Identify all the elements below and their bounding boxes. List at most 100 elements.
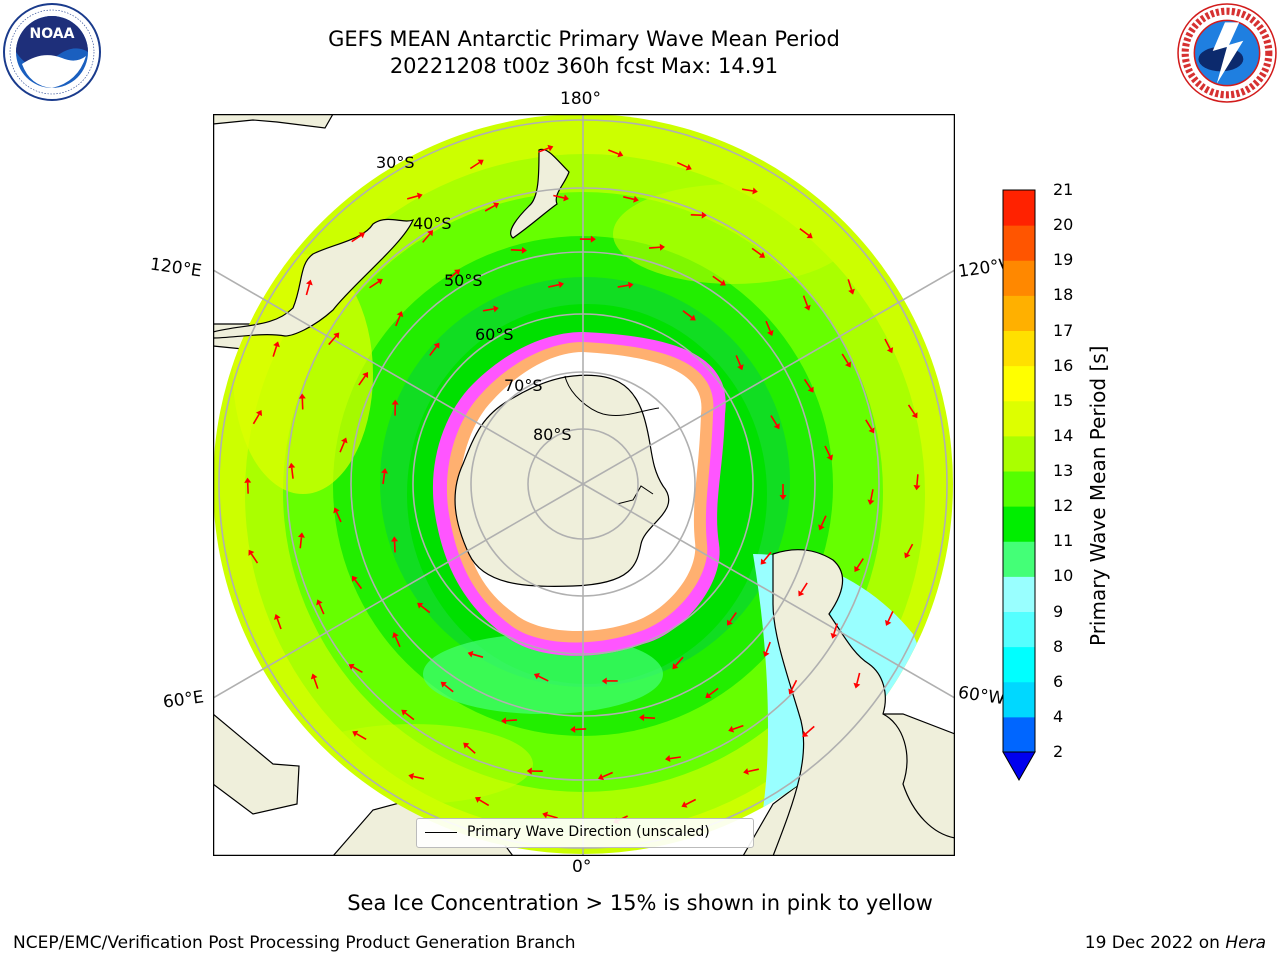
colorbar-segment [1003, 716, 1035, 753]
chart-title: GEFS MEAN Antarctic Primary Wave Mean Pe… [328, 27, 840, 51]
wave-arrow-head [474, 796, 482, 803]
wave-arrow-head [352, 730, 359, 737]
wave-arrow-shaft [802, 295, 809, 307]
wave-arrow-head [854, 565, 861, 572]
colorbar-tick-label: 18 [1053, 285, 1074, 305]
wave-arrow-shaft [841, 353, 849, 364]
wave-arrow-shaft [884, 338, 891, 350]
wave-arrow-head [911, 412, 918, 419]
wave-arrow-head [288, 462, 296, 469]
wave-arrow-head [492, 202, 500, 209]
wave-arrow-shaft [675, 656, 684, 666]
wave-arrow-head [737, 364, 744, 371]
wave-direction-arrows [244, 144, 921, 824]
wave-arrow-head [570, 725, 576, 733]
wave-arrow-shaft [682, 310, 693, 319]
colorbar-tick-label: 13 [1053, 461, 1074, 480]
colorbar-tick-label: 6 [1053, 671, 1064, 691]
wave-arrow-head [273, 341, 280, 348]
wave-arrow-head [493, 305, 499, 313]
wave-arrow-shaft [765, 320, 772, 332]
wave-arrow-shaft [505, 719, 518, 722]
wave-arrow-head [558, 281, 564, 289]
wave-arrow-shaft [602, 771, 613, 778]
wave-arrow-head [381, 468, 388, 474]
wave-arrow-head [467, 650, 474, 658]
lon-label-180: 180° [560, 89, 601, 109]
wave-arrow-head [701, 211, 707, 219]
colorbar-tick-label: 10 [1053, 566, 1074, 586]
lon-label-120e: 120°E [148, 254, 203, 282]
wave-arrow-shaft [404, 712, 415, 721]
wave-arrow-head [427, 230, 434, 237]
wave-arrow-shaft [765, 641, 771, 653]
colorbar-tick-label: 16 [1053, 355, 1074, 375]
wave-arrow-shaft [708, 687, 719, 696]
lon-label-60e: 60°E [161, 687, 206, 713]
wave-arrow-head [273, 613, 281, 620]
wave-arrow-head [689, 314, 696, 321]
wave-arrow-shaft [729, 612, 737, 623]
colorbar-tick-label: 8 [1053, 636, 1064, 656]
wave-arrow-shaft [538, 675, 549, 682]
wave-arrow-head [760, 558, 767, 565]
wave-arrow-shaft [484, 204, 496, 212]
legend-line-swatch [425, 832, 457, 833]
footer-left: NCEP/EMC/Verification Post Processing Pr… [13, 933, 576, 953]
wave-arrow-shaft [870, 489, 874, 501]
wave-arrow-head [333, 332, 340, 339]
wave-arrow-shaft [546, 814, 558, 819]
wave-arrow-shaft [824, 445, 831, 457]
wave-arrow-head [826, 454, 833, 461]
wave-arrow-shaft [299, 537, 303, 549]
colorbar-tick-label: 20 [1053, 215, 1074, 235]
wave-arrow-head [830, 632, 838, 639]
wave-arrow-head [681, 801, 688, 808]
sea-ice-caption: Sea Ice Concentration > 15% is shown in … [347, 891, 933, 915]
wave-arrow-shaft [538, 147, 549, 153]
colorbar-segment [1003, 611, 1035, 648]
wave-arrow-shaft [406, 195, 419, 200]
colorbar-segment [1003, 295, 1035, 331]
wave-arrow-head [848, 288, 855, 295]
wave-arrow-shaft [478, 799, 490, 807]
colorbar-tick-label: 4 [1053, 706, 1064, 726]
colorbar-segment [1003, 365, 1035, 402]
colorbar-segment [1003, 190, 1035, 226]
colorbar-tick-label: 19 [1053, 250, 1074, 270]
wave-arrow-shaft [444, 684, 454, 693]
wave-arrow-head [743, 768, 749, 775]
wave-arrow-shaft [276, 618, 282, 630]
wave-arrow-shaft [393, 541, 396, 553]
wave-arrow-head [904, 552, 911, 559]
wave-arrow-shaft [328, 335, 337, 346]
wave-arrow-head [728, 725, 735, 733]
lat-label-50s: 50°S [444, 271, 483, 290]
wave-arrow-shaft [805, 725, 815, 735]
wave-arrow-shaft [803, 378, 812, 389]
wave-arrow-shaft [847, 279, 853, 291]
wave-arrow-head [818, 524, 825, 531]
wave-arrow-head [884, 619, 892, 626]
wave-arrow-head [617, 150, 624, 158]
wave-arrow-head [305, 279, 313, 286]
wave-arrow-head [727, 619, 733, 626]
colorbar-tick-label: 15 [1053, 390, 1074, 410]
wave-arrow-shaft [644, 716, 656, 719]
colorbar-tick-label: 11 [1053, 531, 1074, 551]
wave-arrow-shaft [608, 149, 619, 155]
wave-arrow-head [597, 773, 604, 781]
wave-arrow-head [758, 251, 766, 258]
wave-arrow-head [310, 673, 318, 680]
wave-arrow-shaft [747, 768, 759, 773]
wave-arrow-shaft [833, 623, 839, 635]
wave-arrow-head [807, 386, 814, 393]
wave-arrow-head [298, 393, 306, 399]
wave-arrow-head [358, 232, 365, 239]
wave-arrow-head [563, 194, 569, 202]
wave-arrow-shaft [712, 275, 723, 284]
colorbar-label: Primary Wave Mean Period [s] [1086, 345, 1110, 647]
nws-logo [1177, 3, 1277, 103]
colorbar-tick-label: 2 [1053, 742, 1064, 761]
wave-arrow-head [665, 755, 671, 762]
